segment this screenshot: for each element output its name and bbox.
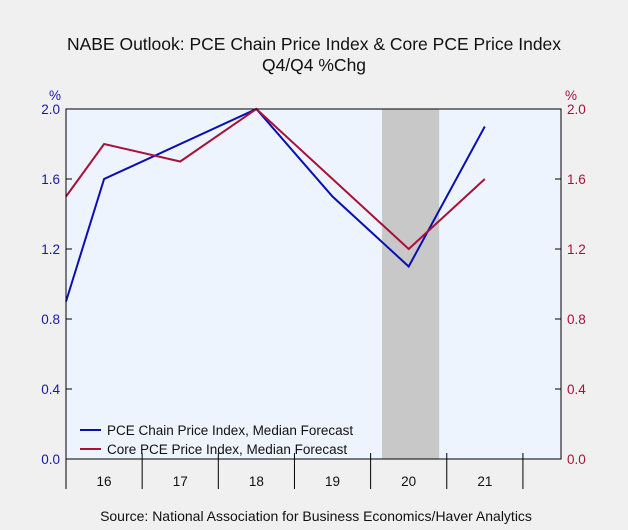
shaded-region	[382, 109, 440, 459]
x-tick-label: 19	[325, 474, 340, 489]
chart-subtitle: Q4/Q4 %Chg	[262, 55, 366, 75]
x-tick-label: 18	[249, 474, 264, 489]
left-tick-label: 0.8	[41, 312, 60, 327]
right-tick-label: 0.4	[567, 382, 586, 397]
right-tick-label: 1.6	[567, 172, 586, 187]
x-tick-label: 20	[401, 474, 416, 489]
series-line-core-pce	[65, 107, 486, 251]
right-tick-label: 2.0	[567, 102, 586, 117]
right-tick-label: 0.0	[567, 452, 586, 467]
shaded-region-layer	[382, 109, 440, 459]
series-layer	[65, 107, 486, 302]
left-axis-unit: %	[49, 88, 61, 103]
left-tick-label: 0.4	[41, 382, 60, 397]
right-tick-label: 0.8	[567, 312, 586, 327]
axis-layer: 0.0 0.0 0.4 0.4 0.8 0.8 1.2 1.2 1.6 1.6 2.0 2.0 16 17…	[41, 102, 586, 489]
left-tick-label: 1.6	[41, 172, 60, 187]
left-tick-label: 2.0	[41, 102, 60, 117]
right-tick-label: 1.2	[567, 242, 586, 257]
right-axis-unit: %	[565, 88, 577, 103]
left-tick-label: 1.2	[41, 242, 60, 257]
source-note: Source: National Association for Busines…	[100, 508, 532, 524]
legend: PCE Chain Price Index, Median Forecast C…	[80, 423, 353, 457]
legend-label-core-pce: Core PCE Price Index, Median Forecast	[107, 442, 347, 457]
plot-frame	[65, 108, 562, 460]
chart-title: NABE Outlook: PCE Chain Price Index & Co…	[67, 34, 561, 54]
left-tick-label: 0.0	[41, 452, 60, 467]
plot-area	[66, 109, 561, 459]
legend-label-pce: PCE Chain Price Index, Median Forecast	[107, 423, 353, 438]
series-line-pce	[65, 107, 486, 302]
x-tick-label: 17	[173, 474, 188, 489]
x-tick-label: 16	[97, 474, 112, 489]
x-tick-label: 21	[477, 474, 492, 489]
